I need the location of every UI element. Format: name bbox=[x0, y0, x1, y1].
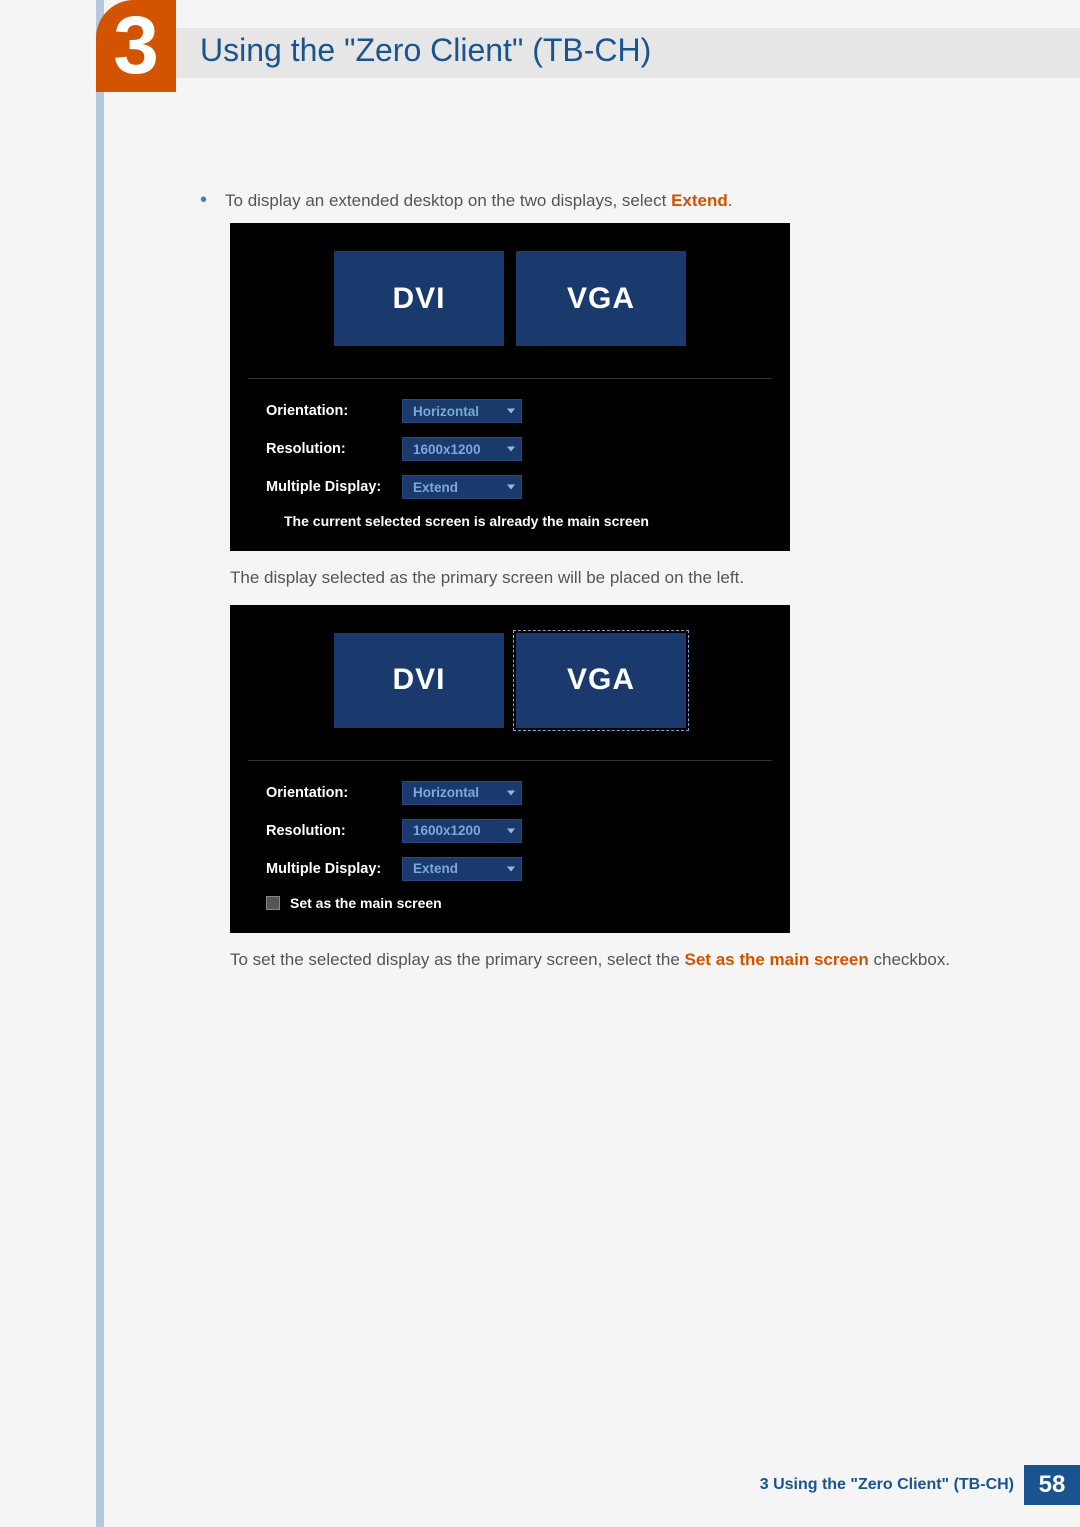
checkbox-set-main-screen[interactable]: Set as the main screen bbox=[248, 895, 772, 911]
checkbox-icon bbox=[266, 896, 280, 910]
label-orientation: Orientation: bbox=[266, 785, 402, 801]
screenshot-display-settings-2: DVI VGA Orientation: Horizontal Resoluti… bbox=[230, 605, 790, 933]
label-orientation: Orientation: bbox=[266, 403, 402, 419]
dropdown-orientation[interactable]: Horizontal bbox=[402, 399, 522, 423]
dropdown-orientation[interactable]: Horizontal bbox=[402, 781, 522, 805]
dropdown-multiple-display[interactable]: Extend bbox=[402, 475, 522, 499]
chevron-down-icon bbox=[507, 409, 515, 414]
row-resolution: Resolution: 1600x1200 bbox=[266, 819, 772, 843]
settings-panel: Orientation: Horizontal Resolution: 1600… bbox=[248, 781, 772, 881]
label-multiple-display: Multiple Display: bbox=[266, 861, 402, 877]
bullet-keyword: Extend bbox=[671, 191, 728, 210]
status-message: The current selected screen is already t… bbox=[248, 513, 772, 529]
bullet-icon: • bbox=[200, 190, 207, 210]
side-strip bbox=[96, 0, 104, 1527]
row-multiple-display: Multiple Display: Extend bbox=[266, 475, 772, 499]
bullet-text: To display an extended desktop on the tw… bbox=[225, 191, 732, 211]
footer-text: 3 Using the "Zero Client" (TB-CH) bbox=[760, 1476, 1014, 1494]
chevron-down-icon bbox=[507, 447, 515, 452]
dropdown-resolution[interactable]: 1600x1200 bbox=[402, 437, 522, 461]
bullet-suffix: . bbox=[728, 191, 733, 210]
footer: 3 Using the "Zero Client" (TB-CH) 58 bbox=[760, 1465, 1080, 1505]
dropdown-orientation-value: Horizontal bbox=[413, 785, 479, 800]
tile-vga[interactable]: VGA bbox=[516, 251, 686, 346]
footer-page-number: 58 bbox=[1024, 1465, 1080, 1505]
chevron-down-icon bbox=[507, 866, 515, 871]
chapter-number-badge: 3 bbox=[96, 0, 176, 92]
checkbox-label: Set as the main screen bbox=[290, 895, 442, 911]
tile-dvi[interactable]: DVI bbox=[334, 633, 504, 728]
tile-dvi[interactable]: DVI bbox=[334, 251, 504, 346]
chevron-down-icon bbox=[507, 790, 515, 795]
bullet-prefix: To display an extended desktop on the tw… bbox=[225, 191, 671, 210]
chapter-title: Using the "Zero Client" (TB-CH) bbox=[200, 32, 651, 69]
chevron-down-icon bbox=[507, 828, 515, 833]
dropdown-multiple-value: Extend bbox=[413, 861, 458, 876]
content-area: • To display an extended desktop on the … bbox=[200, 190, 960, 986]
caption2-keyword: Set as the main screen bbox=[685, 950, 869, 969]
dropdown-multiple-display[interactable]: Extend bbox=[402, 857, 522, 881]
row-orientation: Orientation: Horizontal bbox=[266, 781, 772, 805]
chevron-down-icon bbox=[507, 485, 515, 490]
caption2-prefix: To set the selected display as the prima… bbox=[230, 950, 685, 969]
dropdown-resolution-value: 1600x1200 bbox=[413, 442, 481, 457]
tile-vga-selected[interactable]: VGA bbox=[516, 633, 686, 728]
caption-primary-left: The display selected as the primary scre… bbox=[230, 565, 960, 591]
dropdown-resolution[interactable]: 1600x1200 bbox=[402, 819, 522, 843]
settings-panel: Orientation: Horizontal Resolution: 1600… bbox=[248, 399, 772, 499]
label-multiple-display: Multiple Display: bbox=[266, 479, 402, 495]
row-resolution: Resolution: 1600x1200 bbox=[266, 437, 772, 461]
display-tiles: DVI VGA bbox=[248, 633, 772, 761]
bullet-extend: • To display an extended desktop on the … bbox=[200, 190, 960, 211]
row-multiple-display: Multiple Display: Extend bbox=[266, 857, 772, 881]
caption-set-main: To set the selected display as the prima… bbox=[230, 947, 960, 973]
dropdown-multiple-value: Extend bbox=[413, 480, 458, 495]
dropdown-orientation-value: Horizontal bbox=[413, 404, 479, 419]
label-resolution: Resolution: bbox=[266, 441, 402, 457]
row-orientation: Orientation: Horizontal bbox=[266, 399, 772, 423]
caption2-suffix: checkbox. bbox=[869, 950, 950, 969]
label-resolution: Resolution: bbox=[266, 823, 402, 839]
dropdown-resolution-value: 1600x1200 bbox=[413, 823, 481, 838]
screenshot-display-settings-1: DVI VGA Orientation: Horizontal Resoluti… bbox=[230, 223, 790, 551]
display-tiles: DVI VGA bbox=[248, 251, 772, 379]
